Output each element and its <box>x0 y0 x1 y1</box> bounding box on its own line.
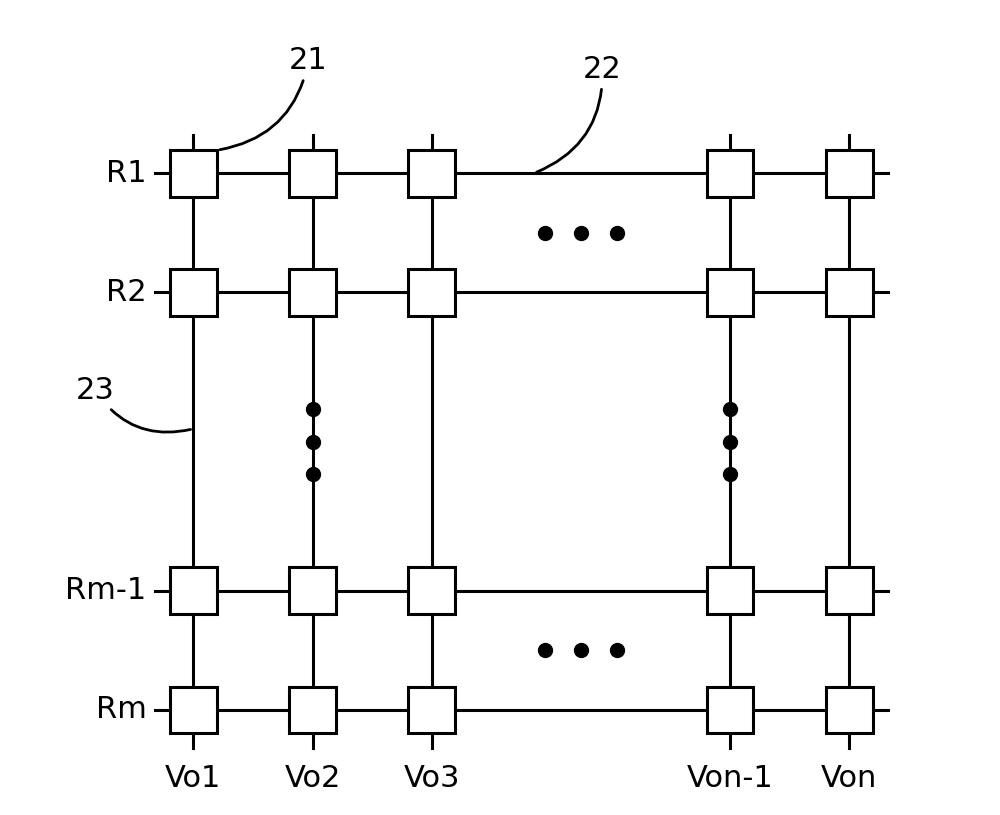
FancyBboxPatch shape <box>707 150 753 196</box>
Text: 23: 23 <box>76 376 191 432</box>
FancyBboxPatch shape <box>170 269 217 316</box>
Text: R2: R2 <box>106 278 146 307</box>
FancyBboxPatch shape <box>408 150 455 196</box>
FancyBboxPatch shape <box>826 150 873 196</box>
Text: Vo3: Vo3 <box>404 764 460 793</box>
Text: Von: Von <box>821 764 878 793</box>
FancyBboxPatch shape <box>170 567 217 615</box>
Text: 22: 22 <box>537 55 622 172</box>
FancyBboxPatch shape <box>826 269 873 316</box>
FancyBboxPatch shape <box>170 686 217 734</box>
Text: Von-1: Von-1 <box>687 764 773 793</box>
Text: Rm-1: Rm-1 <box>65 576 146 606</box>
FancyBboxPatch shape <box>826 686 873 734</box>
Text: Vo1: Vo1 <box>165 764 221 793</box>
FancyBboxPatch shape <box>289 567 336 615</box>
FancyBboxPatch shape <box>707 567 753 615</box>
FancyBboxPatch shape <box>707 269 753 316</box>
FancyBboxPatch shape <box>707 686 753 734</box>
FancyBboxPatch shape <box>289 150 336 196</box>
Text: 21: 21 <box>220 46 328 150</box>
Text: Vo2: Vo2 <box>284 764 341 793</box>
FancyBboxPatch shape <box>170 150 217 196</box>
FancyBboxPatch shape <box>408 269 455 316</box>
FancyBboxPatch shape <box>826 567 873 615</box>
Text: Rm: Rm <box>96 695 146 725</box>
FancyBboxPatch shape <box>289 269 336 316</box>
FancyBboxPatch shape <box>289 686 336 734</box>
FancyBboxPatch shape <box>408 567 455 615</box>
FancyBboxPatch shape <box>408 686 455 734</box>
Text: R1: R1 <box>106 159 146 187</box>
